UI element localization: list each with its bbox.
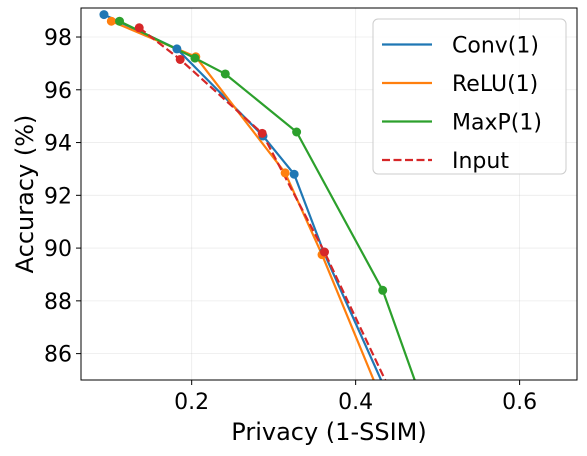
x-axis-label: Privacy (1-SSIM) [231,418,426,446]
y-tick-label: 90 [44,237,72,262]
data-point-conv-1 [99,10,109,20]
legend-box [372,18,567,175]
y-tick-label: 88 [44,290,72,315]
legend-label-relu-1: ReLU(1) [452,72,538,97]
data-point-conv-1 [172,44,182,54]
y-tick-label: 94 [44,132,72,157]
data-point-maxp-1 [190,53,200,63]
y-tick-label: 92 [44,184,72,209]
data-point-input [257,128,267,138]
x-tick-label: 0.6 [502,390,537,415]
data-point-relu-1 [106,16,116,26]
legend-label-conv-1: Conv(1) [452,34,539,59]
data-point-conv-1 [289,169,299,179]
data-point-input [134,23,144,33]
data-point-maxp-1 [378,285,388,295]
y-axis-ticks: 86 88 90 92 94 96 98 [44,26,81,368]
legend-label-input: Input [452,149,509,174]
x-tick-label: 0.2 [174,390,209,415]
legend-label-maxp-1: MaxP(1) [452,111,542,136]
series-line-maxp-1 [119,20,416,380]
y-tick-label: 98 [44,26,72,51]
plot-frame [80,7,578,381]
y-axis-label: Accuracy (%) [11,115,39,274]
y-tick-label: 96 [44,79,72,104]
plot-markers [99,10,388,295]
data-point-maxp-1 [115,16,125,26]
data-point-relu-1 [280,168,290,178]
x-axis-ticks: 0.2 0.4 0.6 [174,380,537,415]
legend: Conv(1) ReLU(1) MaxP(1) Input [372,18,567,175]
data-point-input [319,247,329,257]
y-tick-label: 86 [44,343,72,368]
data-point-maxp-1 [220,69,230,79]
data-point-input [175,54,185,64]
x-tick-label: 0.4 [338,390,373,415]
data-point-maxp-1 [292,127,302,137]
